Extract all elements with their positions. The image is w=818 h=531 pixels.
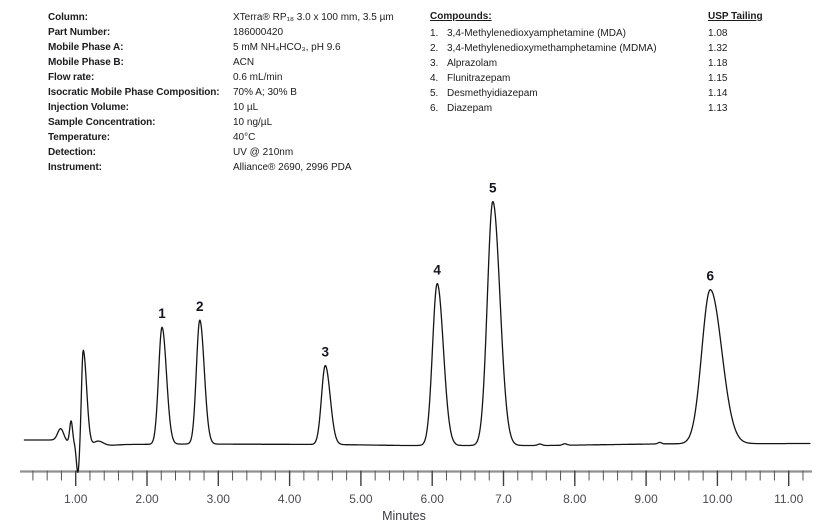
method-label: Column: [48, 12, 88, 23]
method-value: 5 mM NH₄HCO₃, pH 9.6 [233, 42, 341, 53]
method-label: Detection: [48, 147, 96, 158]
method-value: XTerra® RP₁₈ 3.0 x 100 mm, 3.5 µm [233, 12, 394, 23]
usp-tailing-value: 1.32 [708, 43, 728, 54]
x-tick-label: 2.00 [135, 492, 159, 506]
compounds-table-header: Compounds: USP Tailing [430, 11, 763, 28]
compound-row: 3. Alprazolam 1.18 [430, 58, 763, 73]
method-value: 40°C [233, 132, 256, 143]
compound-name: Flunitrazepam [447, 73, 511, 84]
compound-number: 5. [430, 88, 439, 99]
method-value: 10 ng/µL [233, 117, 273, 128]
usp-tailing-header: USP Tailing [708, 11, 763, 22]
method-value: UV @ 210nm [233, 147, 294, 158]
compound-number: 3. [430, 58, 439, 69]
compound-row: 6. Diazepam 1.13 [430, 103, 763, 118]
method-row: Detection: UV @ 210nm [48, 147, 394, 162]
method-value: 10 µL [233, 102, 259, 113]
method-label: Injection Volume: [48, 102, 129, 113]
method-label: Flow rate: [48, 72, 95, 83]
compound-name: Desmethyidiazepam [447, 88, 538, 99]
peak-label-1: 1 [158, 306, 166, 321]
peak-label-2: 2 [196, 299, 204, 314]
x-tick-label: 1.00 [64, 492, 88, 506]
method-row: Mobile Phase B: ACN [48, 57, 394, 72]
x-tick-label: 9.00 [634, 492, 658, 506]
method-value: 186000420 [233, 27, 284, 38]
usp-tailing-value: 1.13 [708, 103, 728, 114]
method-value: ACN [233, 57, 255, 68]
compound-row: 5. Desmethyidiazepam 1.14 [430, 88, 763, 103]
usp-tailing-value: 1.18 [708, 58, 728, 69]
peak-label-6: 6 [707, 269, 715, 284]
x-axis: 1.00 2.00 3.00 4.00 5.00 6.00 7.0 8.00 9.00 10.00… [20, 470, 812, 506]
method-row: Sample Concentration: 10 ng/µL [48, 117, 394, 132]
compounds-table: Compounds: USP Tailing 1. 3,4-Methylenedio… [430, 11, 763, 118]
peak-label-4: 4 [433, 263, 441, 278]
method-row: Mobile Phase A: 5 mM NH₄HCO₃, pH 9.6 [48, 42, 394, 57]
method-label: Sample Concentration: [48, 117, 156, 128]
chromatogram-trace [23, 200, 811, 473]
compound-row: 1. 3,4-Methylenedioxyamphetamine (MDA) 1.0… [430, 28, 763, 43]
method-label: Part Number: [48, 27, 111, 38]
x-tick-label: 7.0 [495, 492, 512, 506]
x-tick-label: 5.00 [349, 492, 373, 506]
x-axis-title: Minutes [382, 509, 426, 523]
x-tick-label: 10.00 [702, 492, 732, 506]
compound-name: 3,4-Methylenedioxyamphetamine (MDA) [447, 28, 626, 39]
method-label: Temperature: [48, 132, 110, 143]
method-conditions: Column: XTerra® RP₁₈ 3.0 x 100 mm, 3.5 µm… [48, 12, 394, 177]
compound-name: 3,4-Methylenedioxymethamphetamine (MDMA) [447, 43, 657, 54]
x-tick-label: 6.00 [421, 492, 445, 506]
usp-tailing-value: 1.15 [708, 73, 728, 84]
x-tick-label: 8.00 [563, 492, 587, 506]
method-label: Isocratic Mobile Phase Composition: [48, 87, 220, 98]
x-tick-label: 11.00 [774, 492, 803, 506]
compound-number: 1. [430, 28, 439, 39]
method-value: Alliance® 2690, 2996 PDA [233, 162, 352, 173]
method-label: Mobile Phase B: [48, 57, 124, 68]
method-label: Mobile Phase A: [48, 42, 124, 53]
usp-tailing-value: 1.08 [708, 28, 728, 39]
method-row: Part Number: 186000420 [48, 27, 394, 42]
method-label: Instrument: [48, 162, 102, 173]
compound-name: Alprazolam [447, 58, 498, 69]
method-row: Temperature: 40°C [48, 132, 394, 147]
peak-label-3: 3 [321, 344, 329, 359]
compound-name: Diazepam [447, 103, 493, 114]
method-row: Flow rate: 0.6 mL/min [48, 72, 394, 87]
peak-number-labels: 1 2 3 4 5 6 [158, 181, 714, 360]
method-value: 0.6 mL/min [233, 72, 283, 83]
compound-number: 2. [430, 43, 439, 54]
method-row: Column: XTerra® RP₁₈ 3.0 x 100 mm, 3.5 µm [48, 12, 394, 27]
peak-label-5: 5 [489, 181, 497, 196]
compound-number: 4. [430, 73, 439, 84]
method-row: Isocratic Mobile Phase Composition: 70% A… [48, 87, 394, 102]
compound-row: 2. 3,4-Methylenedioxymethamphetamine (MDM… [430, 43, 763, 58]
compounds-header: Compounds: [430, 11, 492, 22]
compound-number: 6. [430, 103, 439, 114]
method-value: 70% A; 30% B [233, 87, 297, 98]
compound-row: 4. Flunitrazepam 1.15 [430, 73, 763, 88]
method-row: Instrument: Alliance® 2690, 2996 PDA [48, 162, 394, 177]
x-tick-label: 4.00 [278, 492, 302, 506]
method-row: Injection Volume: 10 µL [48, 102, 394, 117]
x-tick-label: 3.00 [207, 492, 231, 506]
usp-tailing-value: 1.14 [708, 88, 728, 99]
